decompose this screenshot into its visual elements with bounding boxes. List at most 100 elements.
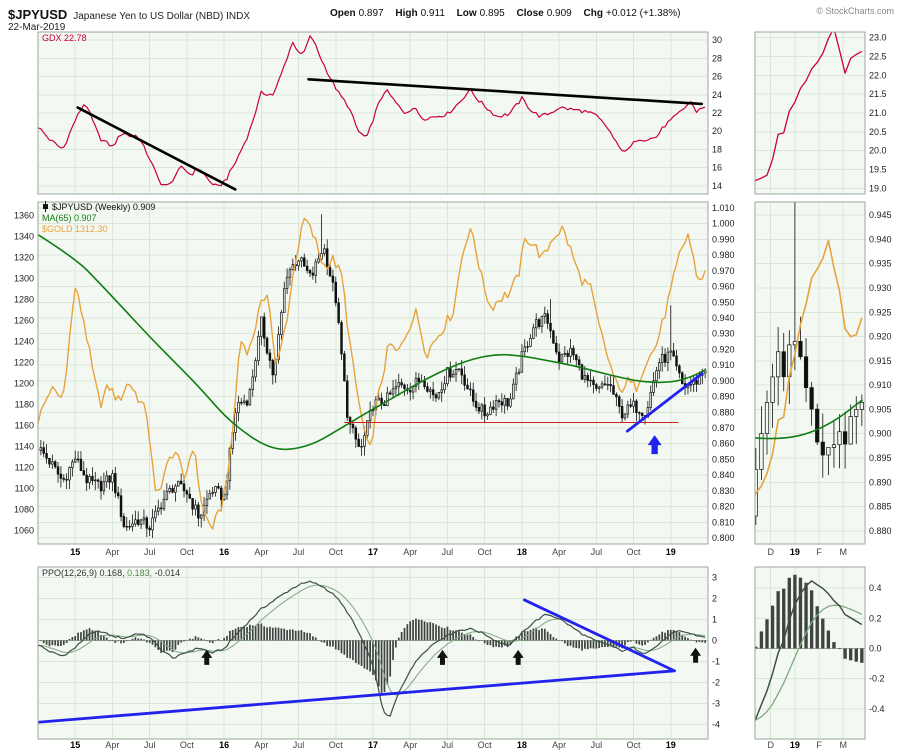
svg-text:Jul: Jul xyxy=(442,547,454,557)
svg-text:Apr: Apr xyxy=(254,547,268,557)
svg-text:M: M xyxy=(839,740,847,750)
svg-text:1.000: 1.000 xyxy=(712,219,735,229)
svg-text:Apr: Apr xyxy=(552,547,566,557)
open-value: 0.897 xyxy=(358,8,384,19)
svg-text:Apr: Apr xyxy=(552,740,566,750)
svg-text:24: 24 xyxy=(712,90,722,100)
svg-text:Jul: Jul xyxy=(442,740,454,750)
svg-text:1280: 1280 xyxy=(14,295,34,305)
svg-text:0.840: 0.840 xyxy=(712,470,735,480)
svg-text:30: 30 xyxy=(712,35,722,45)
svg-text:1060: 1060 xyxy=(14,525,34,535)
svg-text:0.4: 0.4 xyxy=(869,583,882,593)
svg-text:19: 19 xyxy=(666,740,676,750)
price-panel: 1.010 1.000 0.990 0.980 0.970 0.960 0.950 0.940… xyxy=(14,201,735,557)
svg-text:0.890: 0.890 xyxy=(869,477,892,487)
svg-text:D: D xyxy=(767,740,774,750)
svg-text:1260: 1260 xyxy=(14,316,34,326)
svg-text:0.970: 0.970 xyxy=(712,266,735,276)
symbol-description: Japanese Yen to US Dollar (NBD) INDX xyxy=(73,11,250,22)
svg-text:22: 22 xyxy=(712,108,722,118)
svg-text:1320: 1320 xyxy=(14,253,34,263)
svg-text:1120: 1120 xyxy=(15,462,34,472)
svg-text:Oct: Oct xyxy=(627,740,642,750)
svg-text:22.5: 22.5 xyxy=(869,51,887,61)
svg-text:F: F xyxy=(816,740,822,750)
ppo-zoom-panel: 0.4 0.2 0.0 -0.2 -0.4 D 19 F M xyxy=(754,566,885,750)
svg-text:Oct: Oct xyxy=(478,547,493,557)
svg-text:0.990: 0.990 xyxy=(712,234,735,244)
svg-text:0.920: 0.920 xyxy=(712,344,735,354)
svg-text:0.800: 0.800 xyxy=(712,533,735,543)
svg-text:0.810: 0.810 xyxy=(712,517,735,527)
chart-date: 22-Mar-2019 xyxy=(8,22,66,33)
svg-text:19: 19 xyxy=(790,740,800,750)
svg-text:1360: 1360 xyxy=(14,211,34,221)
svg-text:1240: 1240 xyxy=(14,337,34,347)
svg-text:Jul: Jul xyxy=(591,740,603,750)
svg-text:Apr: Apr xyxy=(254,740,268,750)
svg-text:0.910: 0.910 xyxy=(712,360,735,370)
svg-text:Apr: Apr xyxy=(403,547,417,557)
svg-text:Oct: Oct xyxy=(329,547,344,557)
svg-text:M: M xyxy=(839,547,847,557)
svg-text:-3: -3 xyxy=(712,698,720,708)
svg-text:Jul: Jul xyxy=(144,547,156,557)
svg-text:1200: 1200 xyxy=(14,378,34,388)
svg-text:0.920: 0.920 xyxy=(869,332,892,342)
svg-text:16: 16 xyxy=(219,740,229,750)
svg-text:22.0: 22.0 xyxy=(869,70,887,80)
svg-text:Jul: Jul xyxy=(591,547,603,557)
svg-text:Oct: Oct xyxy=(180,547,195,557)
svg-text:20.5: 20.5 xyxy=(869,127,887,137)
svg-text:0: 0 xyxy=(712,635,717,645)
svg-text:18: 18 xyxy=(517,547,527,557)
svg-text:0.925: 0.925 xyxy=(869,307,892,317)
svg-text:0.915: 0.915 xyxy=(869,356,892,366)
svg-text:0.870: 0.870 xyxy=(712,423,735,433)
svg-text:16: 16 xyxy=(219,547,229,557)
svg-text:17: 17 xyxy=(368,740,378,750)
svg-text:-2: -2 xyxy=(712,677,720,687)
chg-value: +0.012 (+1.38%) xyxy=(605,8,681,19)
svg-text:0.960: 0.960 xyxy=(712,282,735,292)
svg-text:0.880: 0.880 xyxy=(712,407,735,417)
svg-text:-0.2: -0.2 xyxy=(869,674,885,684)
low-value: 0.895 xyxy=(479,8,505,19)
svg-text:19.0: 19.0 xyxy=(869,183,887,193)
svg-text:0.930: 0.930 xyxy=(869,283,892,293)
svg-text:19: 19 xyxy=(666,547,676,557)
svg-text:16: 16 xyxy=(712,163,722,173)
svg-text:3: 3 xyxy=(712,572,717,582)
chg-label: Chg xyxy=(583,8,603,19)
svg-text:19.5: 19.5 xyxy=(869,165,887,175)
svg-text:Apr: Apr xyxy=(105,547,119,557)
svg-text:1340: 1340 xyxy=(14,232,34,242)
svg-text:23.0: 23.0 xyxy=(869,33,887,43)
svg-text:0.880: 0.880 xyxy=(869,526,892,536)
svg-text:18: 18 xyxy=(517,740,527,750)
svg-text:0.0: 0.0 xyxy=(869,643,882,653)
svg-text:0.940: 0.940 xyxy=(869,234,892,244)
gdx-zoom-panel: 23.0 22.5 22.0 21.5 21.0 20.5 20.0 19.5 19.0 xyxy=(754,31,887,195)
stockcharts-credit: © StockCharts.com xyxy=(816,6,894,16)
svg-text:1160: 1160 xyxy=(15,420,34,430)
svg-text:15: 15 xyxy=(70,547,80,557)
svg-text:Oct: Oct xyxy=(627,547,642,557)
svg-text:0.900: 0.900 xyxy=(712,376,735,386)
svg-text:1300: 1300 xyxy=(14,274,34,284)
svg-text:0.860: 0.860 xyxy=(712,439,735,449)
svg-text:Jul: Jul xyxy=(144,740,156,750)
svg-text:-0.4: -0.4 xyxy=(869,704,885,714)
svg-text:1220: 1220 xyxy=(14,358,34,368)
svg-text:18: 18 xyxy=(712,144,722,154)
low-label: Low xyxy=(456,8,477,19)
svg-text:0.895: 0.895 xyxy=(869,453,892,463)
svg-text:0.905: 0.905 xyxy=(869,404,892,414)
svg-text:0.940: 0.940 xyxy=(712,313,735,323)
svg-text:0.980: 0.980 xyxy=(712,250,735,260)
svg-text:0.930: 0.930 xyxy=(712,329,735,339)
svg-text:Oct: Oct xyxy=(329,740,344,750)
svg-text:19: 19 xyxy=(790,547,800,557)
